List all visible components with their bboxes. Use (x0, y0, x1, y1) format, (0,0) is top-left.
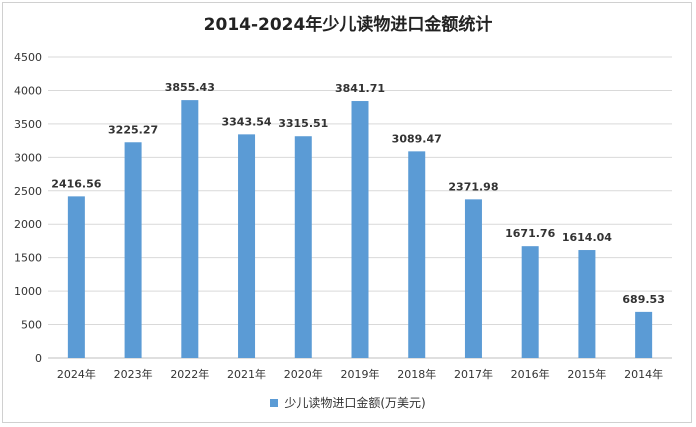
x-tick-label: 2022年 (170, 367, 209, 381)
x-tick-label: 2017年 (454, 367, 493, 381)
y-tick-label: 0 (35, 352, 42, 365)
bar (521, 246, 539, 358)
bar (578, 250, 596, 358)
y-tick-label: 4000 (14, 84, 42, 97)
bar (238, 134, 256, 358)
y-tick-label: 2000 (14, 218, 42, 231)
bar (181, 100, 199, 359)
x-tick-label: 2024年 (57, 367, 96, 381)
data-label: 3343.54 (221, 115, 271, 128)
x-tick-label: 2016年 (511, 367, 550, 381)
bar (351, 101, 369, 358)
data-label: 1614.04 (562, 231, 612, 244)
chart-frame (2, 2, 692, 423)
data-label: 3855.43 (165, 81, 215, 94)
data-label: 2371.98 (448, 180, 498, 193)
bar (294, 136, 312, 358)
y-tick-label: 500 (21, 319, 42, 332)
legend-label: 少儿读物进口金额(万美元) (284, 396, 426, 410)
data-label: 689.53 (622, 293, 664, 306)
x-tick-label: 2023年 (114, 367, 153, 381)
y-tick-label: 2500 (14, 185, 42, 198)
y-tick-label: 1500 (14, 252, 42, 265)
y-tick-label: 3500 (14, 118, 42, 131)
x-tick-label: 2018年 (397, 367, 436, 381)
bar (408, 151, 426, 358)
data-label: 3089.47 (392, 132, 442, 145)
data-label: 3841.71 (335, 82, 385, 95)
bar (67, 196, 85, 358)
bar (464, 199, 482, 358)
x-tick-label: 2020年 (284, 367, 323, 381)
y-tick-label: 4500 (14, 51, 42, 64)
y-tick-label: 1000 (14, 285, 42, 298)
bar (635, 311, 653, 358)
bar (124, 142, 142, 358)
data-label: 2416.56 (51, 177, 101, 190)
x-tick-label: 2021年 (227, 367, 266, 381)
x-tick-label: 2015年 (567, 367, 606, 381)
x-tick-label: 2019年 (341, 367, 380, 381)
data-label: 1671.76 (505, 227, 555, 240)
y-tick-label: 3000 (14, 151, 42, 164)
chart-title: 2014-2024年少儿读物进口金额统计 (203, 15, 493, 35)
legend-swatch (270, 398, 279, 407)
x-tick-label: 2014年 (624, 367, 663, 381)
data-label: 3315.51 (278, 117, 328, 130)
legend: 少儿读物进口金额(万美元) (0, 394, 696, 411)
data-label: 3225.27 (108, 123, 158, 136)
